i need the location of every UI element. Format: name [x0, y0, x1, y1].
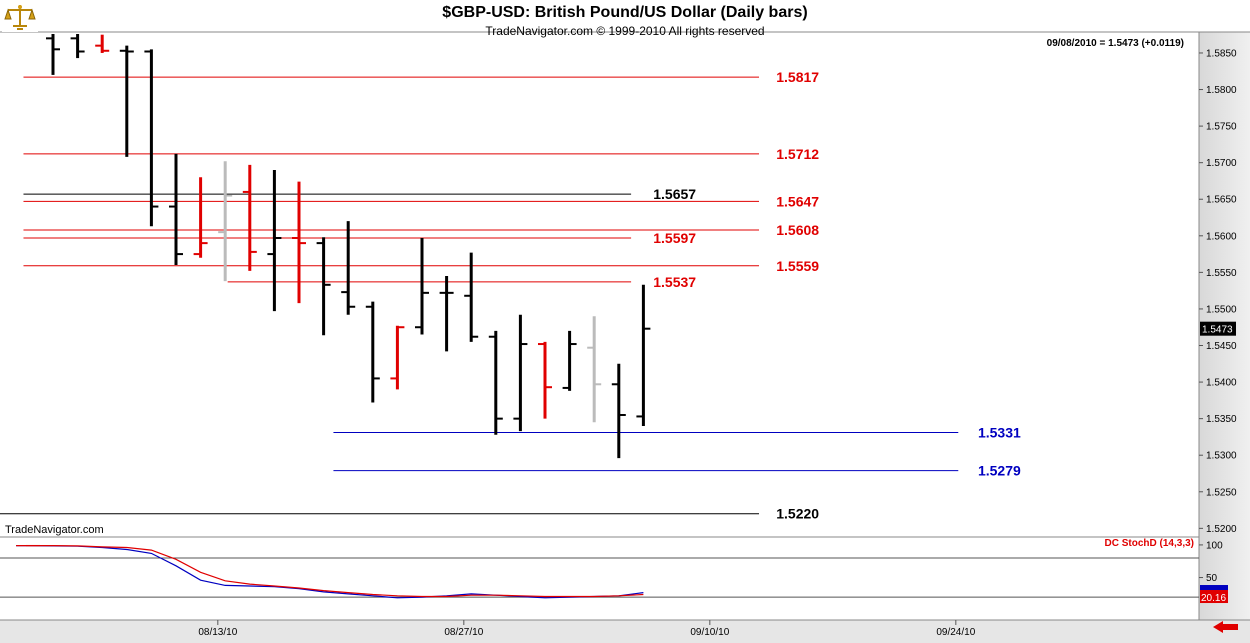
price-tick-label: 1.5200 [1206, 524, 1237, 535]
level-label: 1.5657 [653, 186, 696, 202]
level-label: 1.5559 [776, 258, 819, 274]
level-lines: 1.5817 1.5712 1.5657 1.5647 1.5608 1.5597 1.55… [0, 69, 1021, 522]
date-tick-label: 08/27/10 [444, 627, 483, 638]
level-label: 1.5817 [776, 69, 819, 85]
scale-logo-icon [2, 2, 38, 32]
stoch-tick-label: 100 [1206, 540, 1223, 551]
price-tick-label: 1.5800 [1206, 85, 1237, 96]
chart-title: $GBP-USD: British Pound/US Dollar (Daily… [442, 4, 808, 21]
price-axis: 1.5200 1.5250 1.5300 1.5350 1.5400 1.5450 1.55… [1199, 48, 1237, 584]
date-tick-label: 08/13/10 [198, 627, 237, 638]
ohlc-bar [144, 49, 159, 227]
ohlc-bar [46, 34, 60, 75]
ohlc-bar [341, 221, 356, 315]
ohlc-bar [390, 325, 405, 390]
brand-watermark: TradeNavigator.com [5, 524, 104, 536]
ohlc-bar [439, 276, 454, 352]
price-tick-label: 1.5650 [1206, 195, 1237, 206]
ohlc-bar [538, 341, 552, 419]
price-tick-label: 1.5500 [1206, 304, 1237, 315]
ohlc-bar [636, 284, 651, 426]
level-label: 1.5279 [978, 463, 1021, 479]
ohlc-bar [415, 238, 429, 335]
price-tick-label: 1.5550 [1206, 268, 1237, 279]
axis-tags: 1.5473 20.16 [1200, 321, 1236, 604]
price-tick-label: 1.5750 [1206, 122, 1237, 133]
ohlc-bar [513, 314, 528, 432]
chart-subtitle: TradeNavigator.com © 1999-2010 All right… [485, 24, 765, 38]
stoch-value-tag-label: 20.16 [1201, 593, 1226, 604]
price-tick-label: 1.5600 [1206, 231, 1237, 242]
ohlc-bar [316, 237, 331, 336]
ohlc-bar [292, 181, 306, 304]
stoch-series-line [16, 545, 644, 598]
level-label: 1.5712 [776, 146, 819, 162]
scroll-left-arrow-icon[interactable] [1213, 621, 1238, 633]
stoch-series-line [16, 545, 644, 599]
level-label: 1.5647 [776, 193, 819, 209]
stoch-tick-label: 50 [1206, 573, 1218, 584]
level-label: 1.5331 [978, 425, 1021, 441]
ohlc-bar [587, 316, 602, 423]
ohlc-bar [365, 301, 380, 403]
ohlc-bar [70, 34, 85, 59]
price-axis-strip [1199, 32, 1250, 643]
last-price-tag [1200, 321, 1236, 336]
indicator-title: DC StochD (14,3,3) [1104, 538, 1194, 549]
last-price-tag-label: 1.5473 [1202, 325, 1233, 336]
last-quote: 09/08/2010 = 1.5473 (+0.0119) [1046, 38, 1184, 49]
price-bars [46, 34, 651, 459]
level-label: 1.5597 [653, 230, 696, 246]
ohlc-bar [95, 34, 110, 53]
ohlc-bar [488, 330, 503, 435]
date-tick-label: 09/24/10 [936, 627, 975, 638]
ohlc-bar [562, 330, 577, 391]
stoch-k-tag [1200, 585, 1228, 591]
price-tick-label: 1.5450 [1206, 341, 1237, 352]
level-label: 1.5537 [653, 274, 696, 290]
ohlc-bar [169, 153, 183, 266]
ohlc-bar [464, 252, 479, 342]
ohlc-bar [267, 169, 282, 312]
stochastic-panel [0, 544, 1199, 599]
date-axis-strip [0, 620, 1250, 643]
level-label: 1.5220 [776, 506, 819, 522]
ohlc-bar [611, 363, 626, 459]
date-tick-label: 09/10/10 [690, 627, 729, 638]
price-tick-label: 1.5250 [1206, 487, 1237, 498]
date-axis: 08/13/10 08/27/10 09/10/10 09/24/10 [198, 620, 976, 638]
ohlc-bar [218, 161, 233, 282]
ohlc-bar [119, 45, 134, 157]
level-label: 1.5608 [776, 222, 819, 238]
price-tick-label: 1.5850 [1206, 48, 1237, 59]
price-tick-label: 1.5400 [1206, 378, 1237, 389]
price-tick-label: 1.5700 [1206, 158, 1237, 169]
price-tick-label: 1.5350 [1206, 414, 1237, 425]
ohlc-bar [242, 164, 257, 271]
price-tick-label: 1.5300 [1206, 451, 1237, 462]
ohlc-bar [193, 177, 208, 258]
stoch-value-tag [1200, 590, 1228, 604]
